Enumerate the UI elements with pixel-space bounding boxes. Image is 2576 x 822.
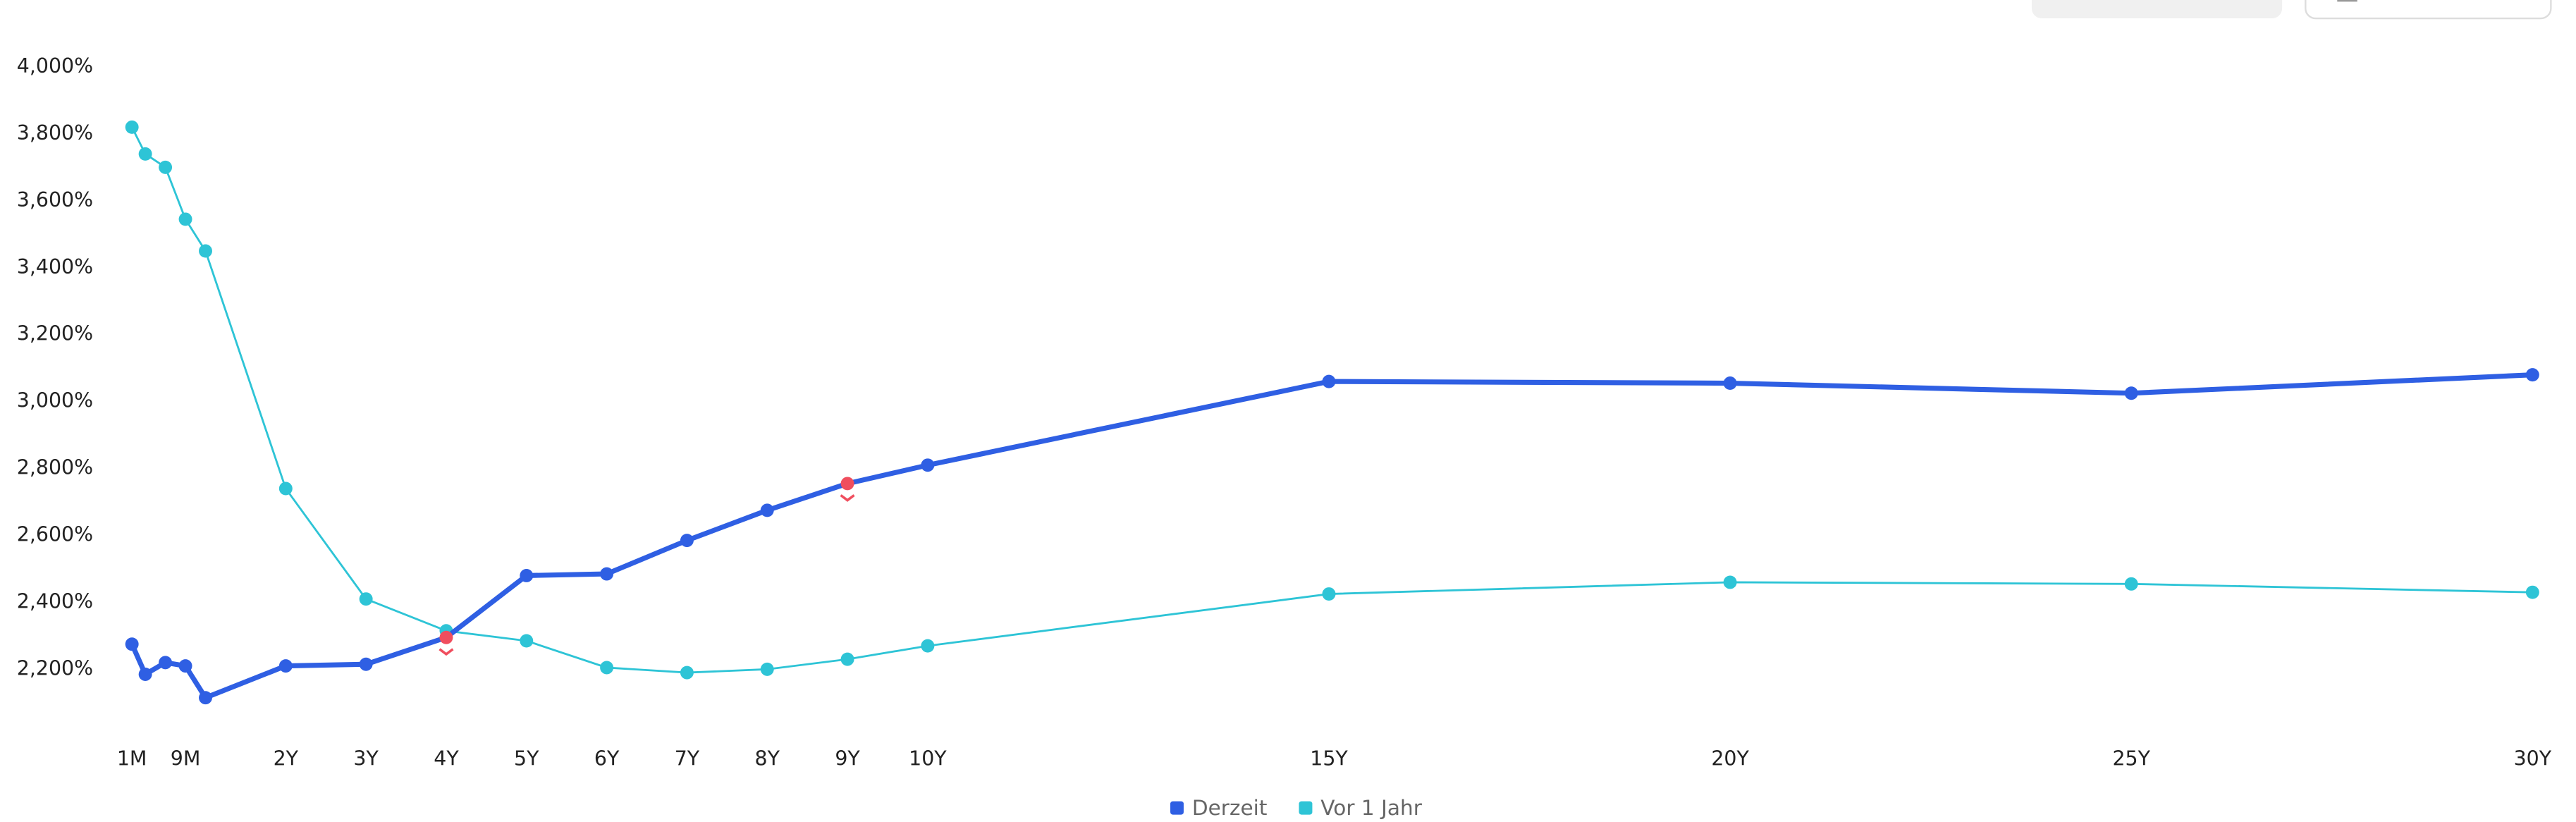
legend-label: Derzeit [1192, 796, 1268, 820]
data-point [199, 244, 212, 258]
data-point [138, 147, 152, 161]
x-tick-label: 3Y [353, 747, 379, 770]
y-tick-label: 4,000% [17, 54, 93, 78]
data-point [840, 652, 854, 666]
x-tick-label: 7Y [675, 747, 700, 770]
data-point [2525, 368, 2539, 382]
data-point [159, 160, 173, 174]
data-point [359, 657, 373, 671]
data-point [921, 458, 935, 472]
data-point [520, 634, 534, 648]
highlight-chevron [438, 648, 454, 656]
legend-swatch [1170, 801, 1184, 815]
y-tick-label: 3,600% [17, 188, 93, 211]
x-tick-label: 5Y [514, 747, 539, 770]
data-point [680, 534, 694, 548]
x-tick-label: 1M [117, 747, 147, 770]
data-point [125, 637, 139, 651]
data-point [199, 691, 212, 705]
data-point [125, 120, 139, 134]
highlight-point [439, 630, 453, 644]
data-point [921, 639, 935, 653]
data-point [600, 567, 614, 581]
data-point [359, 592, 373, 606]
data-point [2124, 577, 2138, 591]
data-point [760, 662, 774, 676]
data-point [1322, 587, 1336, 601]
x-tick-label: 8Y [755, 747, 780, 770]
series-line [130, 126, 2533, 674]
y-tick-label: 2,600% [17, 522, 93, 546]
data-point [178, 659, 192, 673]
data-point [2525, 585, 2539, 599]
data-point [600, 661, 614, 675]
y-tick-label: 2,800% [17, 456, 93, 479]
legend-label: Vor 1 Jahr [1320, 796, 1422, 820]
x-tick-label: 20Y [1711, 747, 1749, 770]
series-line [129, 372, 2533, 701]
highlight-point [840, 477, 854, 491]
x-tick-label: 9M [171, 747, 201, 770]
data-point [680, 665, 694, 680]
data-point [1322, 374, 1336, 388]
x-tick-label: 25Y [2112, 747, 2150, 770]
x-tick-label: 4Y [434, 747, 459, 770]
highlight-chevron [840, 494, 855, 502]
data-point [520, 568, 534, 582]
data-point [760, 503, 774, 517]
data-point [159, 656, 173, 670]
data-point [278, 659, 293, 673]
toolbar-button[interactable] [2305, 0, 2552, 20]
y-tick-label: 3,400% [17, 255, 93, 278]
x-tick-label: 30Y [2514, 747, 2552, 770]
data-point [1723, 376, 1737, 390]
data-point [2124, 386, 2138, 400]
x-tick-label: 6Y [594, 747, 620, 770]
toolbar-button[interactable] [2031, 0, 2283, 19]
data-point [178, 212, 192, 226]
y-tick-label: 3,800% [17, 121, 93, 145]
y-tick-label: 2,200% [17, 656, 93, 680]
y-tick-label: 2,400% [17, 589, 93, 613]
x-tick-label: 15Y [1310, 747, 1348, 770]
y-tick-label: 3,200% [17, 322, 93, 345]
x-tick-label: 10Y [909, 747, 947, 770]
x-tick-label: 9Y [835, 747, 860, 770]
data-point [1723, 575, 1737, 589]
y-tick-label: 3,000% [17, 389, 93, 412]
data-point [138, 668, 152, 681]
data-point [278, 481, 293, 496]
x-tick-label: 2Y [274, 747, 299, 770]
legend-swatch [1299, 801, 1313, 815]
